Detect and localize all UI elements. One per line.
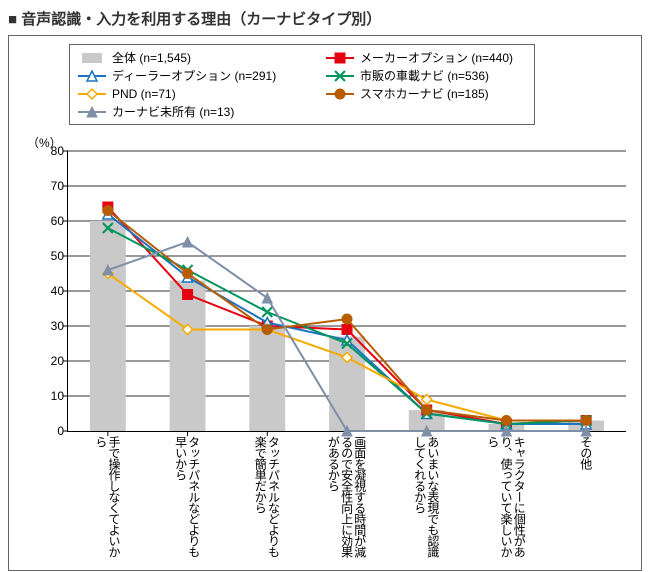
legend-item: スマホカーナビ (n=185) [326,85,526,102]
x-axis-label: キャラクターに個性があり、使っていて楽しいから [486,436,526,566]
y-tick-label: 60 [51,214,64,228]
legend-label: スマホカーナビ (n=185) [360,85,489,102]
legend-label: メーカーオプション (n=440) [360,49,513,66]
legend-item: カーナビ未所有 (n=13) [78,103,318,120]
y-tick-label: 70 [51,179,64,193]
legend-item: ディーラーオプション (n=291) [78,67,318,84]
legend-item: メーカーオプション (n=440) [326,49,526,66]
y-tick-label: 50 [51,249,64,263]
legend-item: 市販の車載ナビ (n=536) [326,67,526,84]
legend-label: ディーラーオプション (n=291) [112,67,276,84]
plot-area: 01020304050607080 [67,151,626,432]
x-axis-label: あいまいな表現でも認識してくれるから [413,436,439,566]
bar [90,221,126,431]
legend-label: PND (n=71) [112,87,176,101]
x-axis-labels: 手で操作しなくてよいから タッチパネルなどよりも早いから タッチパネルなどよりも楽で… [67,436,625,566]
bar [170,281,206,432]
y-tick-label: 10 [51,389,64,403]
x-axis-label: タッチパネルなどよりも早いから [173,436,199,566]
y-tick-label: 40 [51,284,64,298]
y-tick-label: 0 [57,424,64,438]
legend-item: PND (n=71) [78,85,318,102]
y-tick-label: 30 [51,319,64,333]
chart-frame: 全体 (n=1,545) メーカーオプション (n=440) ディーラーオプション … [8,35,642,571]
bar [249,326,285,431]
legend: 全体 (n=1,545) メーカーオプション (n=440) ディーラーオプション … [69,44,535,125]
x-axis-label: 手で操作しなくてよいから [94,436,120,566]
chart-title: ■ 音声認識・入力を利用する理由（カーナビタイプ別） [8,8,642,29]
y-tick-label: 80 [51,144,64,158]
x-axis-label: その他 [579,436,592,469]
legend-item: 全体 (n=1,545) [78,49,318,66]
legend-label: 市販の車載ナビ (n=536) [360,67,489,84]
x-axis-label: タッチパネルなどよりも楽で簡単だから [253,436,279,566]
x-axis-label: 画面を凝視する時間が減るので安全性向上に効果があるから [326,436,366,566]
legend-label: 全体 (n=1,545) [112,49,191,66]
y-tick-label: 20 [51,354,64,368]
legend-label: カーナビ未所有 (n=13) [112,103,234,120]
